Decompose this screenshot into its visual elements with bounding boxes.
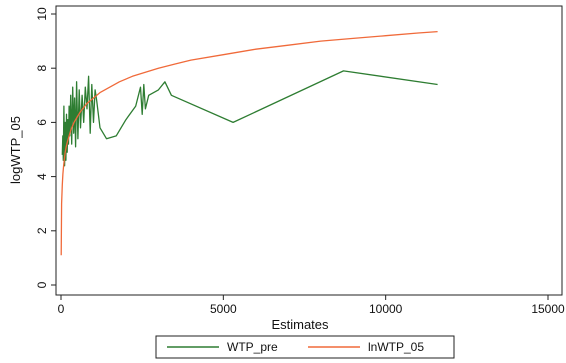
x-tick-label: 10000	[369, 302, 403, 316]
y-tick-label: 8	[35, 65, 49, 72]
series-line-wtp-pre	[61, 70, 438, 167]
y-tick-label: 4	[35, 173, 49, 180]
y-tick-label: 0	[35, 281, 49, 288]
series-layer	[60, 30, 438, 256]
legend-box	[155, 335, 455, 359]
y-tick-label: 6	[35, 119, 49, 126]
x-axis-label: Estimates	[271, 317, 329, 332]
y-tick-label: 2	[35, 227, 49, 234]
x-tick-label: 0	[58, 302, 65, 316]
plot-area-frame	[55, 5, 563, 296]
y-axis: 0 2 4 6 8 10	[35, 7, 56, 288]
x-axis: 0 5000 10000 15000	[58, 295, 565, 316]
series-line-lnwtp-05	[60, 30, 438, 256]
y-axis-label: logWTP_05	[8, 116, 23, 184]
x-tick-label: 15000	[531, 302, 565, 316]
legend: WTP_pre lnWTP_05	[155, 335, 455, 359]
y-tick-label: 10	[35, 7, 49, 21]
x-tick-label: 5000	[210, 302, 237, 316]
legend-label-lnwtp-05: lnWTP_05	[368, 340, 424, 354]
legend-label-wtp-pre: WTP_pre	[227, 340, 278, 354]
